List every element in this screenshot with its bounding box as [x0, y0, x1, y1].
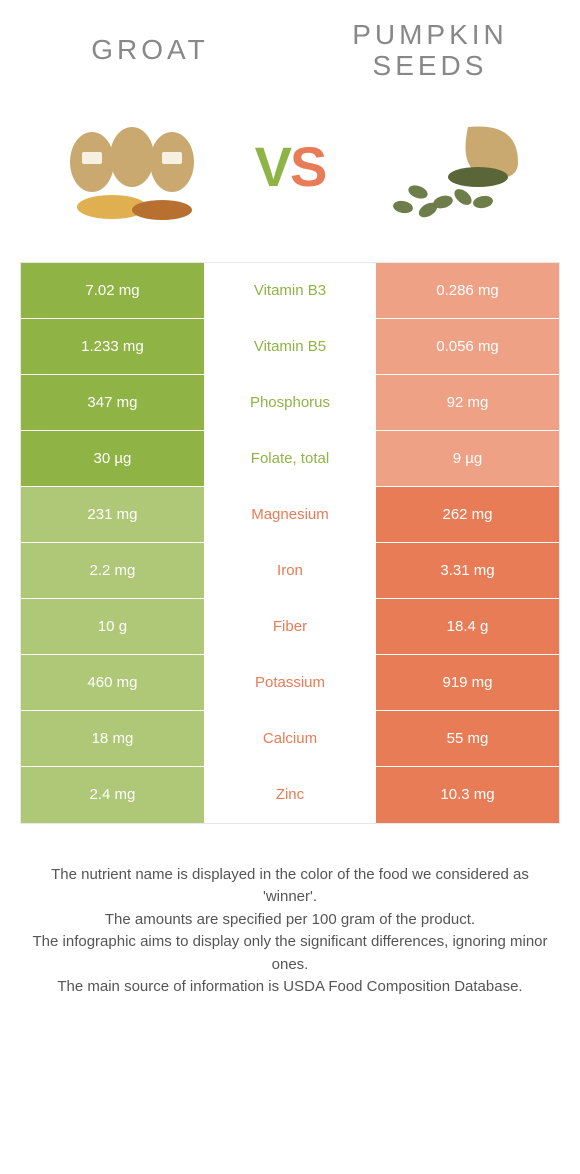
table-row: 7.02 mgVitamin B30.286 mg [21, 263, 559, 319]
right-value: 0.056 mg [376, 319, 559, 374]
right-value: 919 mg [376, 655, 559, 710]
nutrient-name: Zinc [204, 767, 376, 823]
footer-line-4: The main source of information is USDA F… [30, 976, 550, 999]
right-value: 55 mg [376, 711, 559, 766]
nutrient-table: 7.02 mgVitamin B30.286 mg1.233 mgVitamin… [20, 262, 560, 824]
food-title-left: GROAT [24, 35, 276, 66]
left-value: 347 mg [21, 375, 204, 430]
footer-line-1: The nutrient name is displayed in the co… [30, 864, 550, 909]
footer-line-3: The infographic aims to display only the… [30, 931, 550, 976]
nutrient-name: Potassium [204, 655, 376, 710]
footer-notes: The nutrient name is displayed in the co… [10, 864, 570, 999]
left-value: 10 g [21, 599, 204, 654]
footer-line-2: The amounts are specified per 100 gram o… [30, 909, 550, 932]
vs-label: VS [255, 134, 326, 199]
nutrient-name: Folate, total [204, 431, 376, 486]
left-value: 231 mg [21, 487, 204, 542]
nutrient-name: Magnesium [204, 487, 376, 542]
table-row: 1.233 mgVitamin B50.056 mg [21, 319, 559, 375]
pumpkin-seeds-image [368, 102, 528, 232]
left-value: 460 mg [21, 655, 204, 710]
nutrient-name: Fiber [204, 599, 376, 654]
nutrient-name: Vitamin B3 [204, 263, 376, 318]
nutrient-name: Phosphorus [204, 375, 376, 430]
table-row: 2.4 mgZinc10.3 mg [21, 767, 559, 823]
left-value: 2.4 mg [21, 767, 204, 823]
table-row: 460 mgPotassium919 mg [21, 655, 559, 711]
right-value: 18.4 g [376, 599, 559, 654]
table-row: 2.2 mgIron3.31 mg [21, 543, 559, 599]
vs-s: S [290, 135, 325, 198]
food-title-right: PUMPKIN SEEDS [304, 20, 556, 82]
table-row: 18 mgCalcium55 mg [21, 711, 559, 767]
right-value: 262 mg [376, 487, 559, 542]
images-row: VS [10, 102, 570, 232]
right-value: 92 mg [376, 375, 559, 430]
table-row: 30 µgFolate, total9 µg [21, 431, 559, 487]
right-value: 3.31 mg [376, 543, 559, 598]
left-value: 7.02 mg [21, 263, 204, 318]
right-value: 0.286 mg [376, 263, 559, 318]
table-row: 10 gFiber18.4 g [21, 599, 559, 655]
nutrient-name: Iron [204, 543, 376, 598]
left-value: 1.233 mg [21, 319, 204, 374]
table-row: 231 mgMagnesium262 mg [21, 487, 559, 543]
nutrient-name: Calcium [204, 711, 376, 766]
vs-v: V [255, 135, 290, 198]
groat-image [52, 102, 212, 232]
header-row: GROAT PUMPKIN SEEDS [10, 20, 570, 82]
left-value: 2.2 mg [21, 543, 204, 598]
right-value: 10.3 mg [376, 767, 559, 823]
nutrient-name: Vitamin B5 [204, 319, 376, 374]
table-row: 347 mgPhosphorus92 mg [21, 375, 559, 431]
left-value: 18 mg [21, 711, 204, 766]
right-value: 9 µg [376, 431, 559, 486]
left-value: 30 µg [21, 431, 204, 486]
